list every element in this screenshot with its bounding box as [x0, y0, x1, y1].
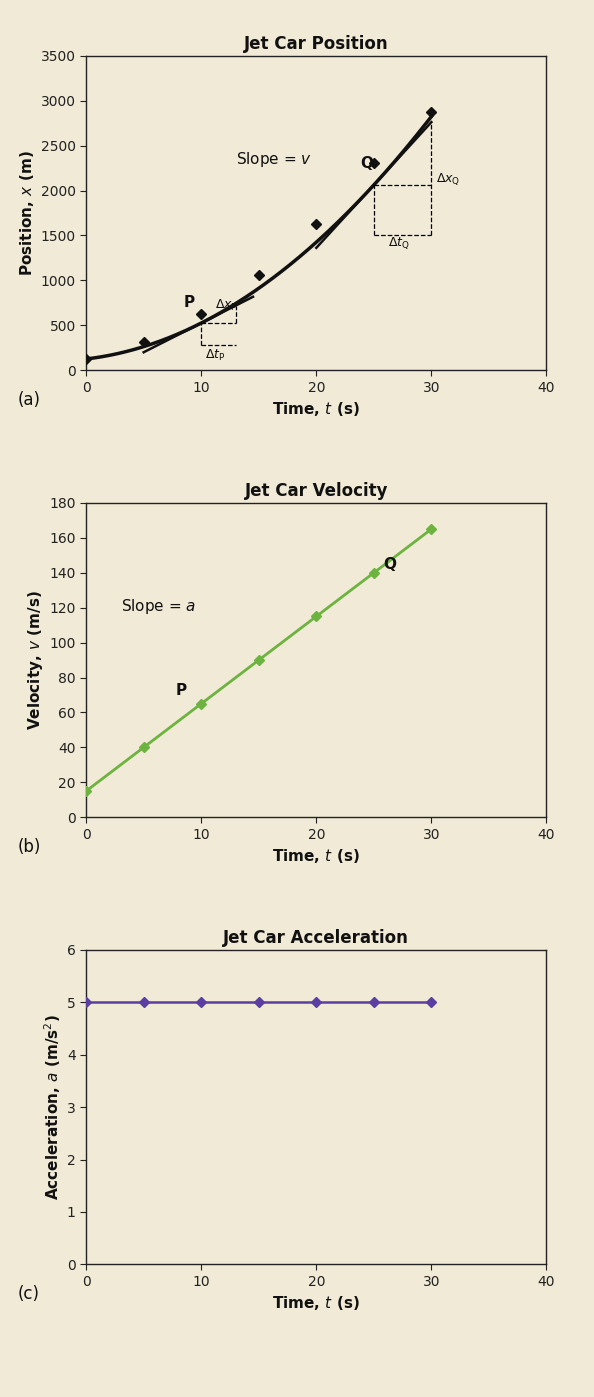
Text: (b): (b) — [18, 838, 41, 856]
Y-axis label: Acceleration, $a$ (m/s$^2$): Acceleration, $a$ (m/s$^2$) — [42, 1014, 63, 1200]
Text: $\Delta t_\mathrm{P}$: $\Delta t_\mathrm{P}$ — [205, 348, 225, 363]
X-axis label: Time, $t$ (s): Time, $t$ (s) — [272, 1294, 361, 1312]
X-axis label: Time, $t$ (s): Time, $t$ (s) — [272, 400, 361, 418]
Text: (a): (a) — [18, 391, 41, 409]
Text: Q: Q — [360, 156, 373, 172]
Text: $\Delta x_\mathrm{Q}$: $\Delta x_\mathrm{Q}$ — [436, 170, 460, 187]
Text: Slope = $v$: Slope = $v$ — [236, 149, 312, 169]
Title: Jet Car Acceleration: Jet Car Acceleration — [223, 929, 409, 947]
Y-axis label: Position, $x$ (m): Position, $x$ (m) — [18, 149, 36, 277]
Text: $\Delta x_\mathrm{P}$: $\Delta x_\mathrm{P}$ — [215, 298, 238, 313]
Y-axis label: Velocity, $v$ (m/s): Velocity, $v$ (m/s) — [26, 590, 45, 731]
Text: P: P — [184, 295, 195, 310]
Text: (c): (c) — [18, 1285, 40, 1303]
Text: P: P — [176, 683, 187, 698]
Text: Q: Q — [383, 557, 396, 573]
Title: Jet Car Position: Jet Car Position — [244, 35, 388, 53]
Text: $\Delta t_\mathrm{Q}$: $\Delta t_\mathrm{Q}$ — [388, 236, 409, 251]
Text: Slope = $a$: Slope = $a$ — [121, 597, 196, 616]
Title: Jet Car Velocity: Jet Car Velocity — [245, 482, 388, 500]
X-axis label: Time, $t$ (s): Time, $t$ (s) — [272, 847, 361, 865]
